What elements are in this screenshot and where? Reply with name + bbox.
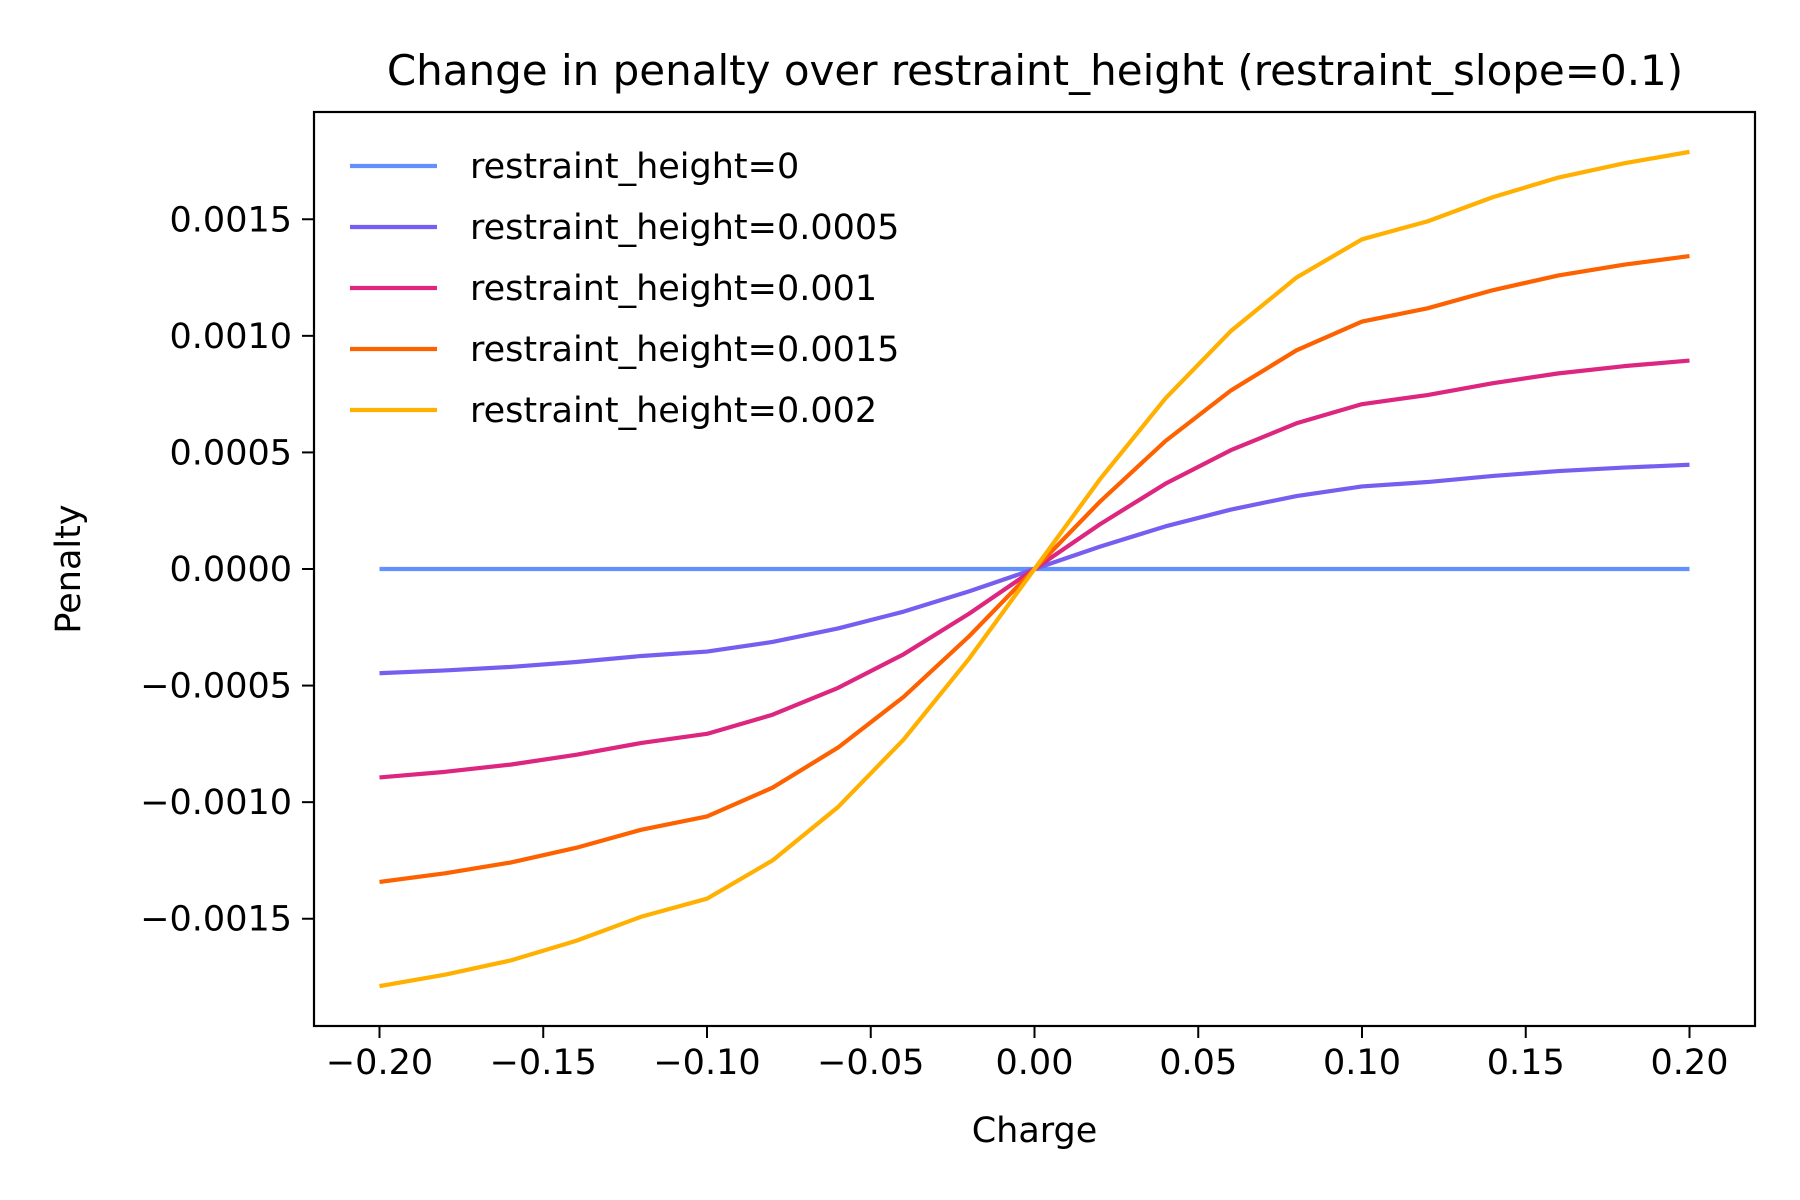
legend: restraint_height=0 restraint_height=0.000…: [350, 147, 899, 431]
y-tick-label: −0.0005: [140, 667, 292, 707]
x-tick-label: 0.05: [1159, 1043, 1237, 1083]
y-tick-label: 0.0005: [170, 433, 292, 473]
y-tick-label: 0.0015: [170, 200, 292, 240]
legend-label-4: restraint_height=0.002: [470, 391, 877, 431]
chart-title: Change in penalty over restraint_height …: [387, 46, 1683, 95]
series-line-4: [379, 149, 1690, 989]
x-tick-label: −0.15: [490, 1043, 597, 1083]
legend-label-2: restraint_height=0.001: [470, 269, 877, 309]
y-tick-label: −0.0015: [140, 900, 292, 940]
y-tick-label: −0.0010: [140, 783, 292, 823]
x-tick-label: 0.00: [996, 1043, 1074, 1083]
legend-label-3: restraint_height=0.0015: [470, 330, 899, 370]
x-tick-label: 0.15: [1487, 1043, 1565, 1083]
x-tick-label: 0.10: [1323, 1043, 1401, 1083]
y-tick-label: 0.0010: [170, 317, 292, 357]
x-tick-label: −0.05: [817, 1043, 924, 1083]
legend-label-1: restraint_height=0.0005: [470, 208, 899, 248]
y-axis-label: Penalty: [49, 504, 89, 633]
legend-label-0: restraint_height=0: [470, 147, 799, 187]
x-tick-label: 0.20: [1651, 1043, 1729, 1083]
plot-series: [379, 149, 1690, 989]
y-tick-label: 0.0000: [170, 550, 292, 590]
x-axis: −0.20 −0.15 −0.10 −0.05 0.00 0.05 0.10 0.15 0.20: [326, 1026, 1729, 1083]
x-tick-label: −0.20: [326, 1043, 433, 1083]
y-axis: −0.0015 −0.0010 −0.0005 0.0000 0.0005 0.0010 0…: [140, 200, 314, 940]
x-tick-label: −0.10: [653, 1043, 760, 1083]
x-axis-label: Charge: [972, 1111, 1098, 1151]
